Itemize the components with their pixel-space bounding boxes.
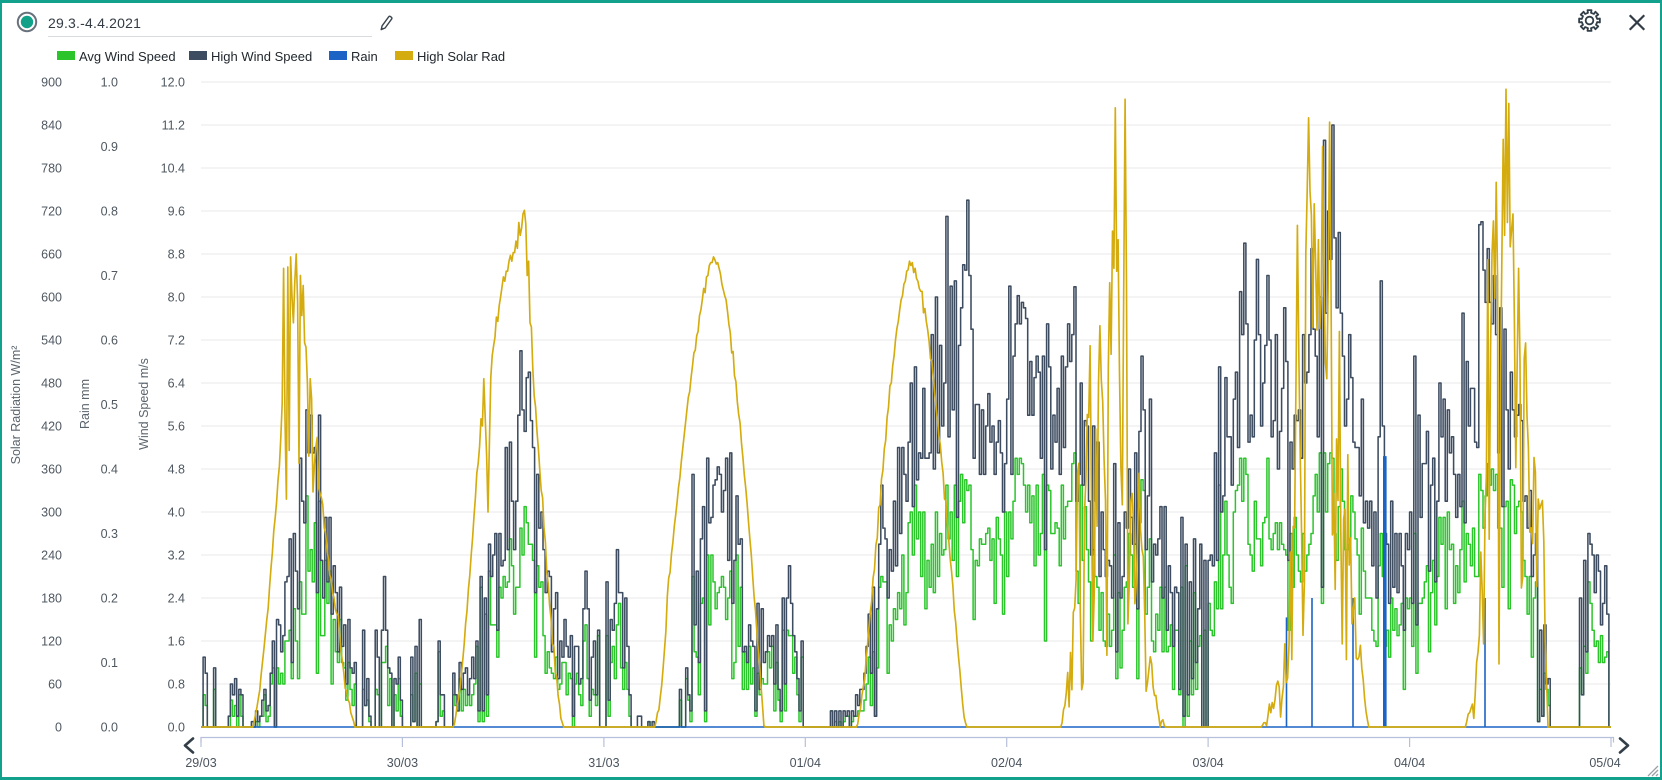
svg-text:840: 840 bbox=[41, 119, 62, 133]
svg-text:180: 180 bbox=[41, 592, 62, 606]
svg-text:1.6: 1.6 bbox=[168, 635, 185, 649]
svg-text:Rain mm: Rain mm bbox=[78, 379, 92, 429]
svg-text:360: 360 bbox=[41, 463, 62, 477]
svg-text:0.4: 0.4 bbox=[101, 463, 118, 477]
svg-text:0.6: 0.6 bbox=[101, 334, 118, 348]
svg-text:420: 420 bbox=[41, 420, 62, 434]
svg-text:600: 600 bbox=[41, 291, 62, 305]
svg-text:8.0: 8.0 bbox=[168, 291, 185, 305]
svg-text:4.0: 4.0 bbox=[168, 506, 185, 520]
svg-text:04/04: 04/04 bbox=[1394, 756, 1425, 770]
svg-text:11.2: 11.2 bbox=[162, 119, 185, 133]
svg-text:900: 900 bbox=[41, 76, 62, 90]
svg-text:7.2: 7.2 bbox=[168, 334, 185, 348]
svg-text:3.2: 3.2 bbox=[168, 549, 185, 563]
svg-text:300: 300 bbox=[41, 506, 62, 520]
svg-text:31/03: 31/03 bbox=[588, 756, 619, 770]
svg-text:120: 120 bbox=[41, 635, 62, 649]
svg-text:Wind Speed m/s: Wind Speed m/s bbox=[137, 358, 151, 450]
svg-text:0: 0 bbox=[55, 721, 62, 735]
svg-text:780: 780 bbox=[41, 162, 62, 176]
svg-text:480: 480 bbox=[41, 377, 62, 391]
svg-text:1.0: 1.0 bbox=[101, 76, 118, 90]
svg-text:0.9: 0.9 bbox=[101, 140, 118, 154]
svg-text:0.8: 0.8 bbox=[168, 678, 185, 692]
svg-text:540: 540 bbox=[41, 334, 62, 348]
svg-text:240: 240 bbox=[41, 549, 62, 563]
svg-text:0.0: 0.0 bbox=[101, 721, 118, 735]
svg-text:0.5: 0.5 bbox=[101, 398, 118, 412]
svg-text:9.6: 9.6 bbox=[168, 205, 185, 219]
svg-text:12.0: 12.0 bbox=[161, 76, 185, 90]
svg-text:0.0: 0.0 bbox=[168, 721, 185, 735]
svg-text:05/04: 05/04 bbox=[1589, 756, 1620, 770]
svg-text:03/04: 03/04 bbox=[1192, 756, 1223, 770]
svg-text:Solar Radiation W/m²: Solar Radiation W/m² bbox=[9, 346, 23, 465]
svg-text:8.8: 8.8 bbox=[168, 248, 185, 262]
svg-text:0.3: 0.3 bbox=[101, 527, 118, 541]
svg-text:4.8: 4.8 bbox=[168, 463, 185, 477]
svg-text:660: 660 bbox=[41, 248, 62, 262]
svg-text:29/03: 29/03 bbox=[185, 756, 216, 770]
svg-text:720: 720 bbox=[41, 205, 62, 219]
svg-text:6.4: 6.4 bbox=[168, 377, 185, 391]
svg-text:30/03: 30/03 bbox=[387, 756, 418, 770]
svg-text:5.6: 5.6 bbox=[168, 420, 185, 434]
svg-text:60: 60 bbox=[48, 678, 62, 692]
svg-text:0.2: 0.2 bbox=[101, 592, 118, 606]
svg-text:0.8: 0.8 bbox=[101, 205, 118, 219]
svg-text:01/04: 01/04 bbox=[790, 756, 821, 770]
svg-text:02/04: 02/04 bbox=[991, 756, 1022, 770]
svg-text:0.1: 0.1 bbox=[101, 656, 118, 670]
svg-text:2.4: 2.4 bbox=[168, 592, 185, 606]
svg-text:10.4: 10.4 bbox=[161, 162, 185, 176]
svg-text:0.7: 0.7 bbox=[101, 269, 118, 283]
